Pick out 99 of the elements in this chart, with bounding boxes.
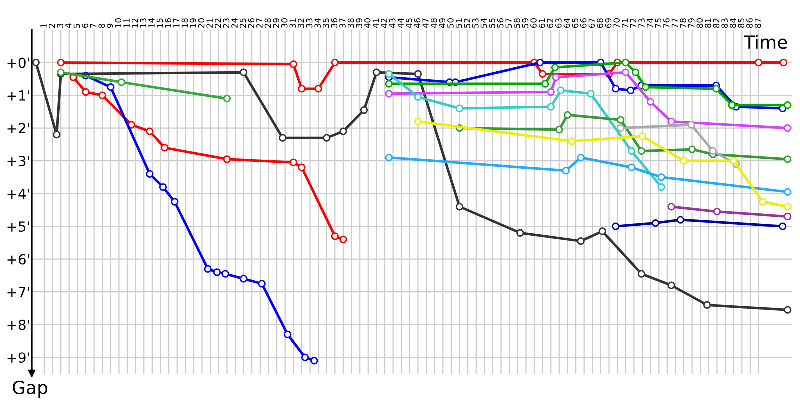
x-tick-label: 66 [580, 18, 587, 28]
x-tick-label: 22 [215, 18, 222, 28]
x-tick-label: 49 [439, 18, 446, 28]
x-tick-label: 75 [655, 18, 662, 28]
x-tick-label: 86 [746, 18, 753, 28]
x-tick-label: 14 [148, 18, 155, 28]
x-tick-label: 56 [497, 18, 504, 28]
x-tick-label: 51 [456, 18, 462, 28]
x-tick-label: 7 [90, 24, 97, 28]
x-tick-label: 70 [614, 18, 620, 28]
x-tick-label: 13 [140, 18, 147, 28]
x-tick-label: 44 [398, 18, 404, 28]
x-tick-label: 15 [156, 18, 164, 28]
x-tick-label: 28 [264, 18, 272, 28]
x-tick-label: 62 [547, 18, 554, 28]
x-tick-label: 59 [522, 18, 529, 28]
x-tick-label: 54 [480, 18, 488, 28]
y-tick-label: +5' [8, 222, 30, 232]
x-tick-label: 27 [256, 18, 263, 28]
x-tick-label: 37 [340, 18, 346, 28]
y-tick-label: +2' [8, 123, 30, 134]
x-tick-label: 46 [414, 18, 421, 28]
y-tick-label: +0' [8, 58, 30, 68]
y-axis-title: Gap [13, 380, 48, 398]
x-tick-label: 24 [232, 18, 238, 28]
x-tick-label: 63 [556, 18, 562, 28]
x-tick-label: 18 [182, 18, 188, 28]
x-tick-label: 16 [165, 18, 172, 28]
x-tick-label: 3 [57, 24, 64, 28]
x-tick-label: 71 [622, 18, 628, 28]
x-axis-title: Time [744, 35, 788, 50]
x-tick-label: 85 [738, 18, 745, 28]
x-tick-label: 26 [248, 18, 255, 28]
x-tick-label: 68 [597, 18, 604, 28]
x-tick-label: 48 [430, 18, 438, 28]
y-tick-label: +6' [8, 254, 30, 265]
x-tick-label: 12 [132, 18, 138, 28]
x-tick-label: 9 [107, 24, 114, 28]
x-tick-label: 76 [664, 18, 670, 28]
x-tick-label: 32 [298, 18, 304, 28]
x-tick-label: 19 [190, 18, 196, 28]
x-tick-label: 50 [448, 18, 454, 28]
x-tick-label: 77 [672, 18, 678, 28]
x-tick-label: 11 [124, 18, 130, 28]
x-tick-label: 55 [489, 18, 496, 28]
x-tick-label: 25 [240, 18, 246, 28]
x-tick-label: 6 [82, 24, 88, 28]
x-tick-label: 64 [564, 18, 570, 28]
x-tick-label: 67 [588, 18, 596, 28]
x-tick-label: 52 [464, 18, 470, 28]
x-tick-label: 8 [98, 24, 106, 28]
x-tick-label: 47 [422, 18, 429, 28]
x-tick-label: 69 [605, 18, 612, 28]
x-tick-label: 29 [273, 18, 280, 28]
y-tick-label: +7' [8, 287, 30, 298]
x-tick-label: 80 [696, 18, 704, 28]
x-tick-label: 74 [647, 18, 654, 28]
x-tick-label: 1 [40, 24, 47, 28]
x-tick-label: 38 [348, 18, 354, 28]
x-tick-label: 33 [306, 18, 313, 28]
x-tick-label: 23 [223, 18, 230, 28]
x-tick-label: 65 [572, 18, 578, 28]
x-tick-label: 34 [314, 18, 321, 28]
x-tick-label: 82 [713, 18, 720, 28]
x-tick-label: 84 [730, 18, 736, 28]
x-tick-label: 83 [722, 18, 728, 28]
x-tick-label: 40 [364, 18, 371, 28]
x-tick-label: 10 [115, 18, 122, 28]
x-tick-label: 17 [174, 18, 180, 28]
x-tick-label: 57 [506, 18, 512, 28]
y-tick-label: +3' [8, 156, 30, 167]
x-tick-label: 2 [48, 24, 56, 28]
x-tick-label: 35 [322, 18, 330, 28]
x-tick-label: 81 [705, 18, 712, 28]
x-tick-label: 43 [389, 18, 396, 28]
x-tick-label: 45 [406, 18, 412, 28]
x-tick-label: 61 [538, 18, 546, 28]
x-tick-label: 60 [530, 18, 537, 28]
x-tick-label: 31 [290, 18, 296, 28]
x-tick-label: 53 [472, 18, 479, 28]
x-tick-label: 4 [66, 24, 72, 28]
x-tick-label: 78 [680, 18, 686, 28]
x-tick-label: 5 [74, 24, 80, 28]
y-tick-label: +8' [8, 320, 30, 330]
x-tick-label: 72 [630, 18, 636, 28]
x-tick-label: 42 [381, 18, 388, 28]
x-tick-label: 20 [198, 18, 205, 28]
y-tick-label: +4' [8, 188, 30, 200]
y-tick-label: +9' [8, 352, 30, 364]
x-tick-label: 73 [638, 18, 645, 28]
x-tick-label: 36 [331, 18, 338, 28]
x-tick-label: 58 [514, 18, 520, 28]
x-tick-label: 21 [206, 18, 213, 28]
x-tick-label: 41 [372, 18, 379, 28]
x-tick-label: 39 [356, 18, 363, 28]
y-tick-label: +1' [8, 90, 30, 101]
x-tick-label: 30 [281, 18, 288, 28]
x-tick-label: 87 [754, 18, 762, 28]
x-tick-label: 79 [688, 18, 695, 28]
